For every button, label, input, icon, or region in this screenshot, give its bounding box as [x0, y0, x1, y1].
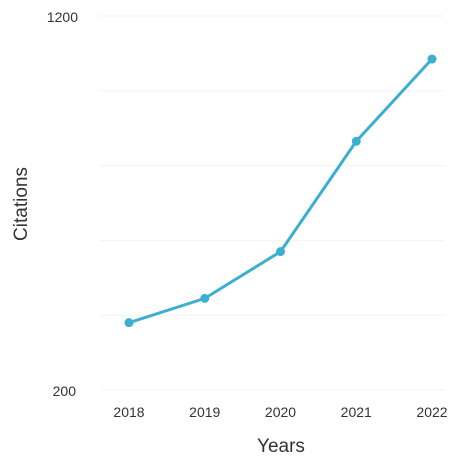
x-axis-ticks: 2018 2019 2020 2021 2022 — [113, 404, 447, 420]
y-axis-title: Citations — [11, 167, 32, 241]
y-tick-label-max: 1200 — [47, 9, 78, 25]
y-axis-ticks: 1200 200 — [47, 9, 78, 399]
x-tick-label: 2019 — [189, 404, 220, 420]
x-tick-label: 2018 — [113, 404, 144, 420]
data-point — [427, 54, 437, 64]
data-point — [124, 318, 134, 328]
data-point — [200, 293, 210, 303]
x-axis-title: Years — [257, 436, 305, 457]
data-point — [351, 136, 361, 146]
x-tick-label: 2022 — [416, 404, 447, 420]
y-tick-label-min: 200 — [53, 383, 77, 399]
series-layer — [127, 57, 434, 325]
x-tick-label: 2020 — [265, 404, 296, 420]
series-line — [127, 57, 434, 325]
markers — [124, 54, 437, 328]
data-point — [276, 247, 285, 257]
x-tick-label: 2021 — [341, 404, 372, 420]
gridlines — [100, 15, 445, 391]
